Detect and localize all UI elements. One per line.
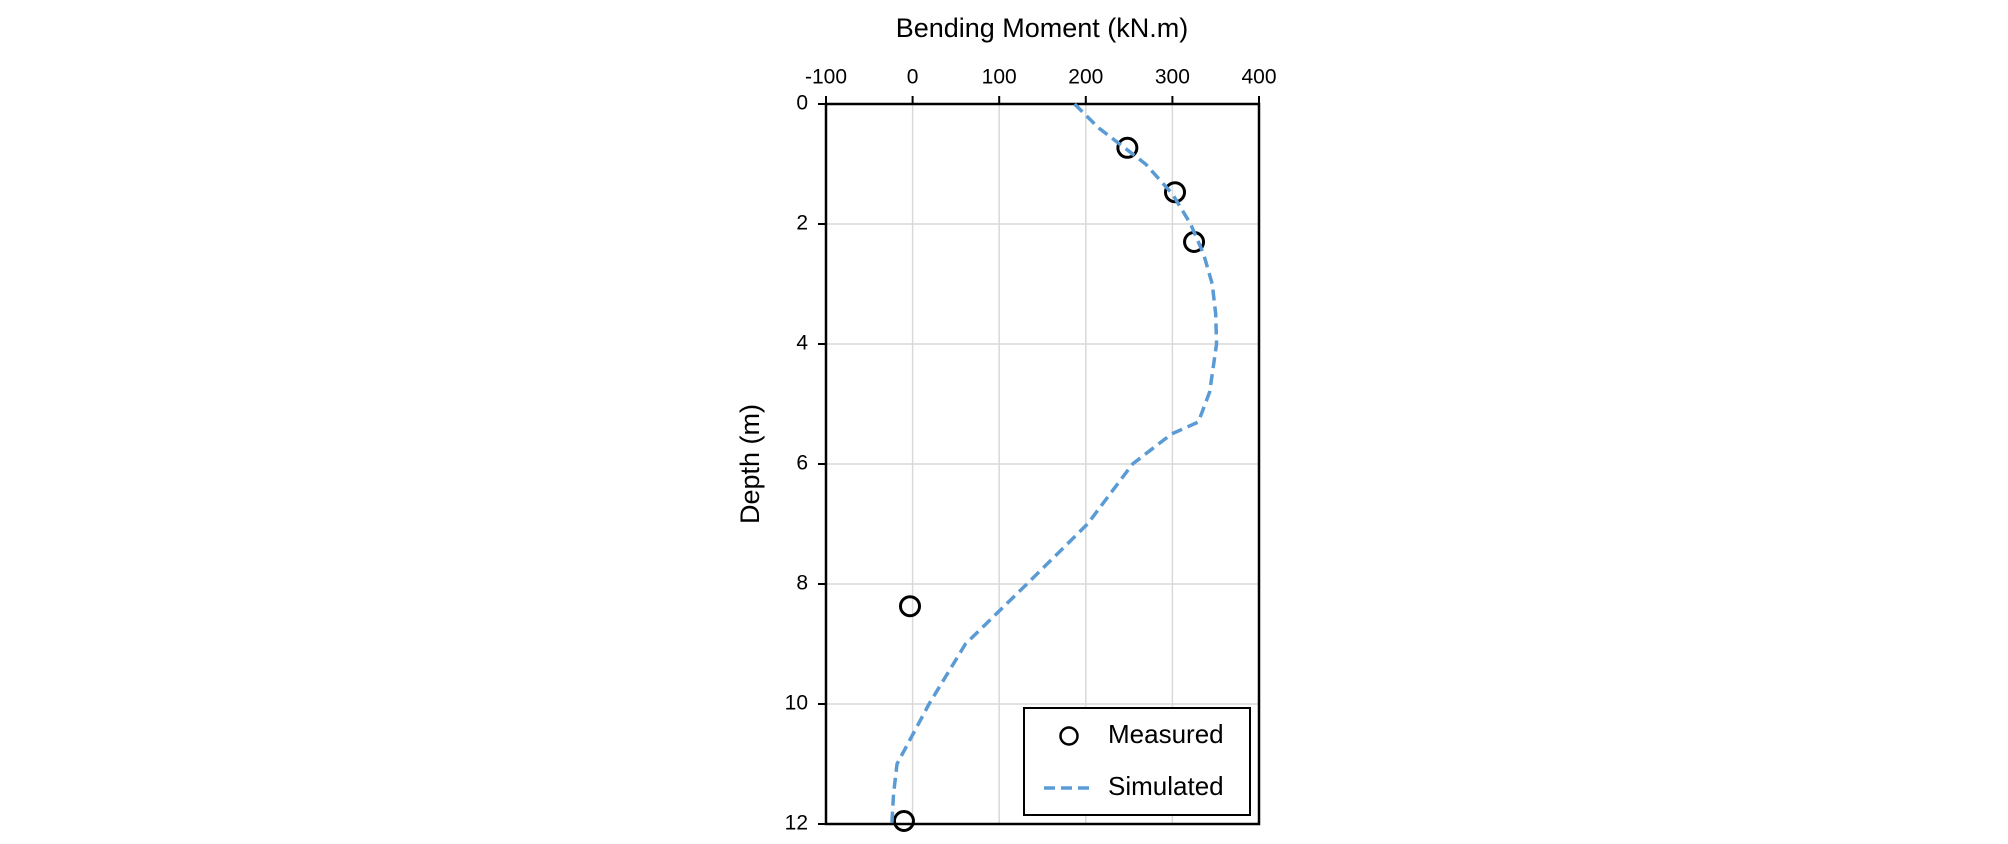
series-line (890, 102, 1219, 825)
y-tick-label: 8 (796, 572, 808, 595)
marker (1163, 181, 1186, 204)
y-tick-label: 4 (796, 332, 808, 355)
y-tick-label: 0 (796, 92, 808, 115)
y-axis-label: Depth (m) (735, 404, 765, 524)
x-tick-label: 200 (1068, 66, 1103, 89)
y-tick-label: 2 (796, 212, 808, 235)
y-tick-label: 10 (785, 692, 808, 715)
x-tick-label: 400 (1241, 66, 1276, 89)
x-tick-label: 0 (907, 66, 919, 89)
marker (1116, 136, 1139, 159)
legend-label: Simulated (1108, 771, 1224, 801)
y-tick-label: 6 (796, 452, 808, 475)
y-tick-label: 12 (785, 812, 808, 835)
x-tick-label: 100 (982, 66, 1017, 89)
marker (892, 810, 915, 832)
x-tick-label: 300 (1155, 66, 1190, 89)
x-tick-label: -100 (805, 66, 847, 89)
marker (899, 595, 922, 618)
legend-box (1023, 707, 1251, 816)
chart-title: Bending Moment (kN.m) (896, 13, 1189, 43)
plot-frame (824, 102, 1261, 826)
legend-marker (1059, 726, 1079, 746)
legend-label: Measured (1108, 719, 1224, 749)
